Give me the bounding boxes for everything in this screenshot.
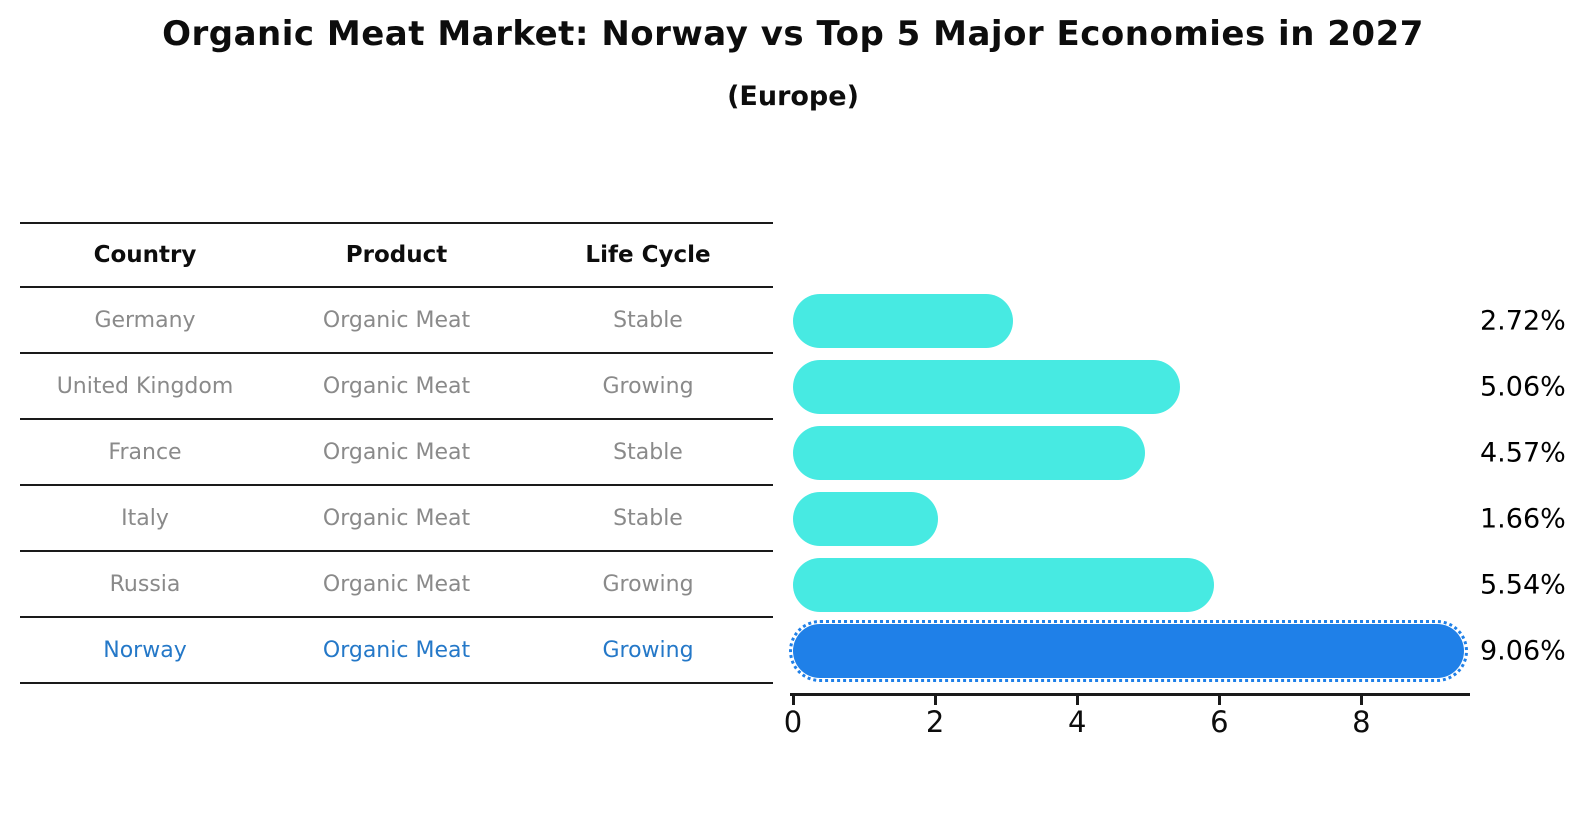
table-cell-product: Organic Meat: [322, 439, 471, 465]
bar-italy: [793, 492, 938, 546]
value-label: 2.72%: [1480, 305, 1566, 337]
table-cell-country: Italy: [121, 505, 169, 531]
table-header-life-cycle: Life Cycle: [585, 242, 711, 268]
table-cell-product: Organic Meat: [322, 373, 471, 399]
table-cell-life-cycle: Growing: [602, 571, 694, 597]
table-cell-life-cycle: Stable: [613, 307, 683, 333]
table-row: Germany Organic Meat Stable: [20, 288, 773, 354]
axis-tick: [1360, 696, 1364, 705]
value-label: 9.06%: [1480, 635, 1566, 667]
table-header-product: Product: [345, 242, 448, 268]
axis-tick: [792, 696, 795, 705]
table-header-row: Country Product Life Cycle: [20, 222, 773, 288]
bar-row: 4.57%: [793, 420, 1583, 486]
table-cell-product: Organic Meat: [322, 307, 471, 333]
table-header-country: Country: [93, 242, 197, 268]
table-cell-product: Organic Meat: [322, 571, 471, 597]
bar-row: 1.66%: [793, 486, 1583, 552]
bar-russia: [793, 558, 1214, 612]
value-label: 5.54%: [1480, 569, 1566, 601]
table-cell-life-cycle: Growing: [602, 373, 694, 399]
table-row: Norway Organic Meat Growing: [20, 618, 773, 684]
bar-row: 5.54%: [793, 552, 1583, 618]
axis-tick: [934, 696, 938, 705]
table-cell-product: Organic Meat: [322, 505, 471, 531]
table-cell-product: Organic Meat: [322, 637, 471, 663]
bar-norway: [789, 620, 1468, 682]
bar-united-kingdom: [793, 360, 1180, 414]
table-cell-country: United Kingdom: [56, 373, 234, 399]
table-cell-life-cycle: Stable: [613, 439, 683, 465]
bar-row: 2.72%: [793, 288, 1583, 354]
axis-tick-label: 4: [1067, 705, 1087, 739]
x-axis-line: [790, 693, 1470, 696]
value-label: 1.66%: [1480, 503, 1566, 535]
table-row: United Kingdom Organic Meat Growing: [20, 354, 773, 420]
bar-row: 9.06%: [789, 618, 1583, 684]
table-row: Italy Organic Meat Stable: [20, 486, 773, 552]
page-subtitle: (Europe): [727, 81, 859, 112]
value-label: 5.06%: [1480, 371, 1566, 403]
table-cell-life-cycle: Stable: [613, 505, 683, 531]
axis-tick-label: 6: [1210, 705, 1229, 739]
axis-tick: [1076, 696, 1080, 705]
table-cell-country: Germany: [94, 307, 196, 333]
axis-tick-label: 2: [925, 705, 945, 739]
table-body: Germany Organic Meat Stable United Kingdom O…: [20, 288, 773, 684]
table-cell-life-cycle: Growing: [602, 637, 694, 663]
bar-row: 5.06%: [793, 354, 1583, 420]
country-table: Country Product Life Cycle Germany Organi…: [20, 222, 773, 684]
value-label: 4.57%: [1480, 437, 1566, 469]
bar-germany: [793, 294, 1014, 348]
table-cell-country: Russia: [109, 571, 181, 597]
table-cell-country: Norway: [103, 637, 187, 663]
bar-france: [793, 426, 1145, 480]
page-title: Organic Meat Market: Norway vs Top 5 Maj…: [162, 14, 1424, 54]
chart-area: 2.72% 5.06% 4.57% 1.66% 5.54% 9.06%: [789, 288, 1583, 684]
axis-tick-label: 0: [783, 705, 803, 739]
axis-tick: [1218, 696, 1222, 705]
axis-tick-label: 8: [1352, 705, 1371, 739]
table-cell-country: France: [108, 439, 182, 465]
table-row: Russia Organic Meat Growing: [20, 552, 773, 618]
table-row: France Organic Meat Stable: [20, 420, 773, 486]
